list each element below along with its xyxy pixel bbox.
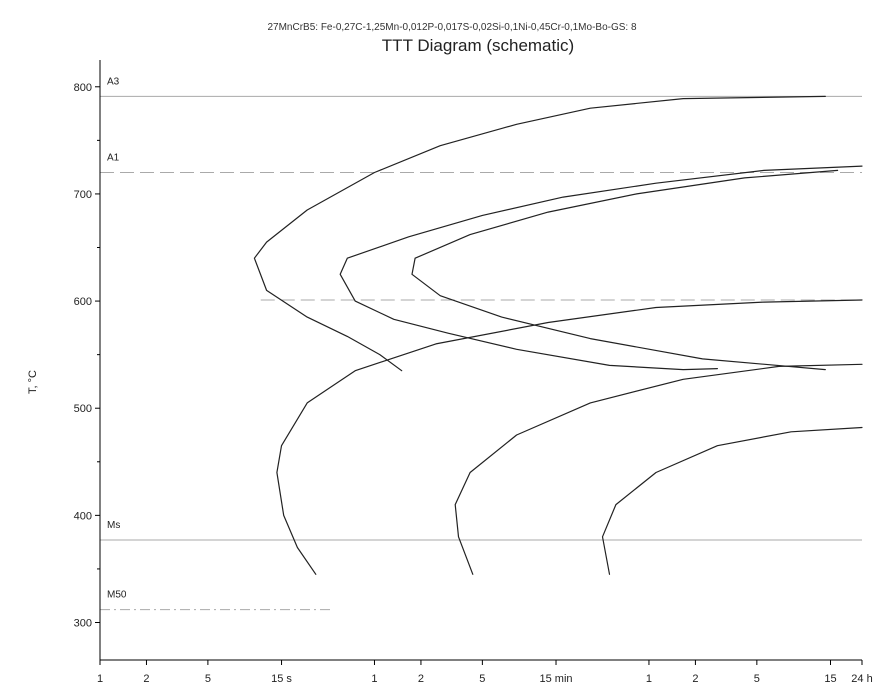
x-tick-label: 15 [824, 673, 836, 685]
curve-3 [411, 169, 839, 371]
chart-title: TTT Diagram (schematic) [382, 36, 574, 55]
curve-6 [601, 426, 863, 575]
x-tick-label: 5 [754, 673, 760, 685]
y-tick-label: 400 [74, 510, 92, 522]
axes: 300 400 500 600 700 800 1 2 5 15 s 1 2 5 15 min 1 2 5 15 2… [74, 60, 873, 685]
y-tick-label: 500 [74, 403, 92, 415]
x-tick-label: 15 min [540, 673, 573, 685]
curve-4 [276, 299, 863, 575]
chart-supertitle: 27MnCrB5: Fe-0,27C-1,25Mn-0,012P-0,017S-… [267, 22, 636, 33]
x-tick-label: 2 [692, 673, 698, 685]
reference-label-ms: Ms [107, 520, 120, 531]
reference-label-a1: A1 [107, 153, 120, 164]
x-tick-label: 2 [418, 673, 424, 685]
curve-1 [253, 95, 826, 372]
reference-label-a3: A3 [107, 76, 120, 87]
x-tick-label: 24 h [851, 673, 872, 685]
reference-lines: A3 A1 Ms M50 [100, 76, 862, 611]
x-tick-label: 5 [205, 673, 211, 685]
curves [253, 95, 863, 575]
y-axis-label: T, °C [27, 370, 39, 394]
y-tick-label: 800 [74, 82, 92, 94]
curve-2 [339, 165, 863, 371]
curve-5 [454, 363, 863, 575]
y-tick-label: 700 [74, 189, 92, 201]
y-tick-label: 600 [74, 296, 92, 308]
x-tick-label: 1 [371, 673, 377, 685]
reference-label-m50: M50 [107, 590, 127, 601]
x-tick-label: 1 [97, 673, 103, 685]
y-tick-label: 300 [74, 618, 92, 630]
x-tick-label: 15 s [271, 673, 292, 685]
x-tick-label: 1 [646, 673, 652, 685]
x-tick-label: 2 [143, 673, 149, 685]
x-tick-label: 5 [479, 673, 485, 685]
